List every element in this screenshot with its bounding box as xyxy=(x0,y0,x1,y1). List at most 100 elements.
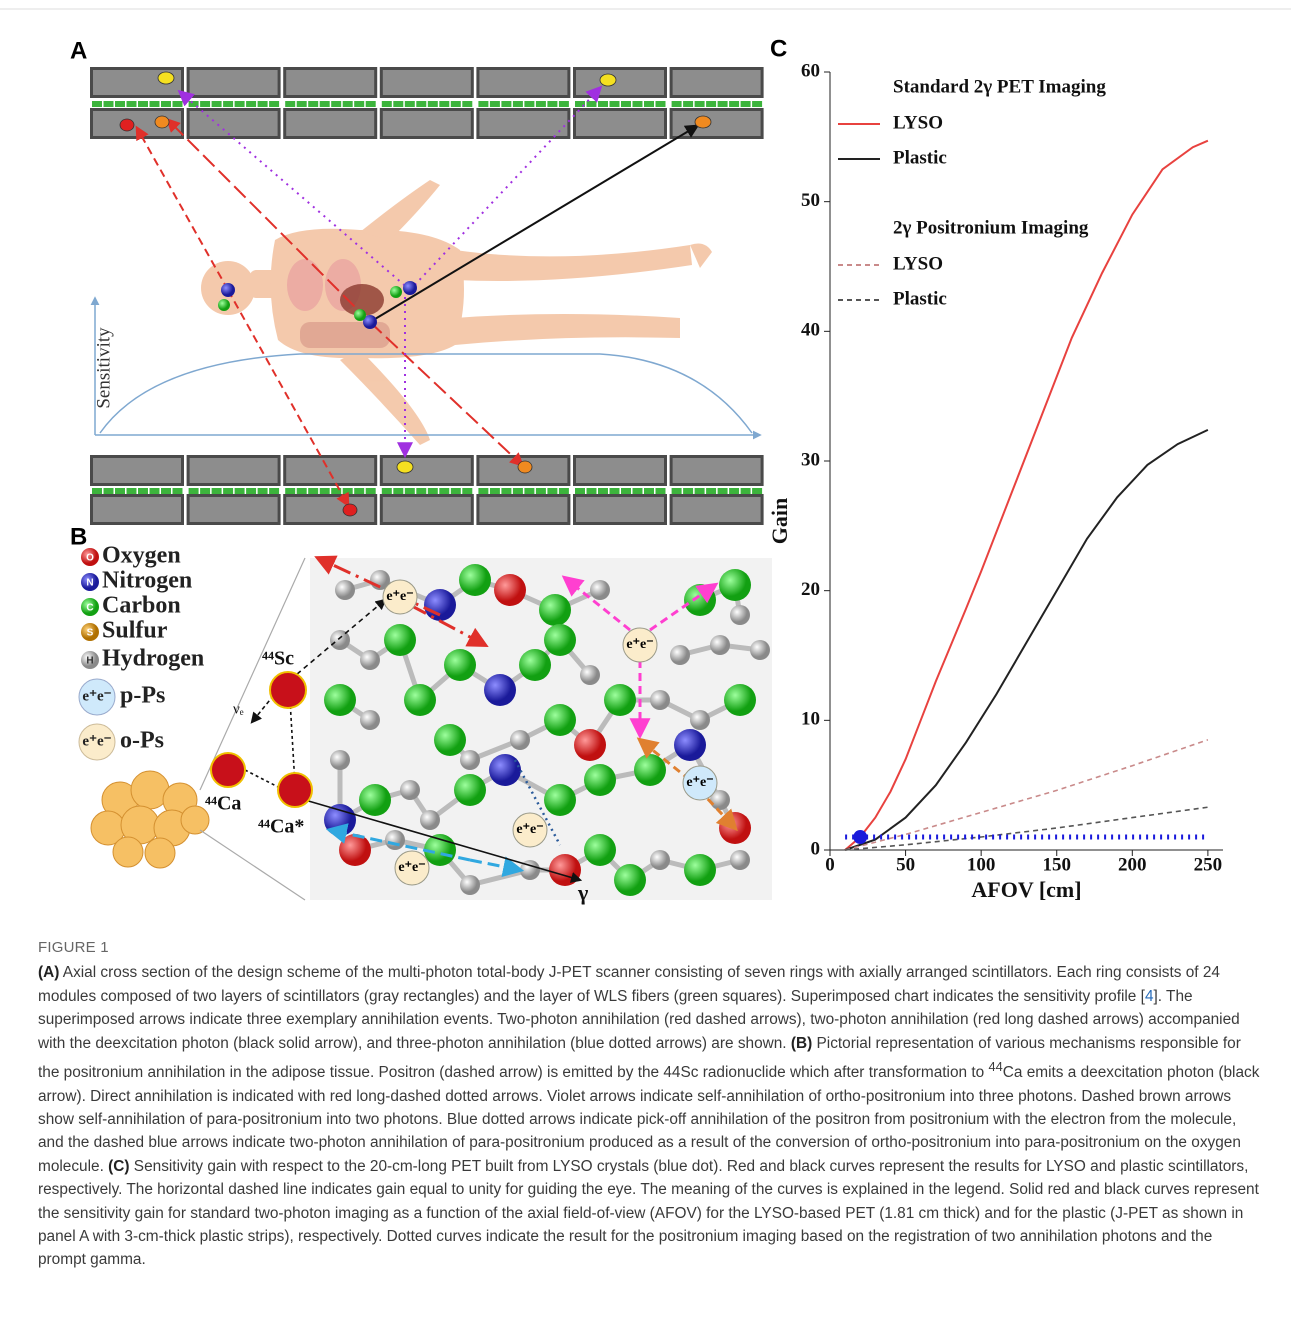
atom xyxy=(670,645,690,665)
atom xyxy=(650,690,670,710)
wls-fiber xyxy=(610,488,620,494)
series-line xyxy=(845,807,1208,850)
legend-label: Sulfur xyxy=(102,618,168,644)
wls-fiber xyxy=(212,488,222,494)
atom xyxy=(710,635,730,655)
figure: A B C Sensitivity xyxy=(0,0,1291,930)
wls-fiber xyxy=(320,101,330,107)
wls-fiber xyxy=(246,101,256,107)
wls-fiber xyxy=(189,488,199,494)
scintillator-face xyxy=(673,70,761,95)
wls-fiber xyxy=(343,488,353,494)
atom xyxy=(719,569,751,601)
wls-fiber xyxy=(382,488,392,494)
legend-label: LYSO xyxy=(893,112,943,133)
caption-segment: Sensitivity gain with respect to the 20-… xyxy=(38,1158,1259,1269)
scintillator-face xyxy=(190,458,278,483)
wls-fiber xyxy=(269,488,279,494)
atom xyxy=(580,665,600,685)
wls-fiber xyxy=(223,488,233,494)
wls-fiber xyxy=(490,488,500,494)
wls-fiber xyxy=(161,488,171,494)
x-tick-label: 50 xyxy=(896,854,915,875)
page: { "panels": {"a": "A", "b": "B", "c": "C… xyxy=(0,0,1291,1333)
legend-label: Carbon xyxy=(102,593,181,619)
atom xyxy=(690,710,710,730)
wls-fiber xyxy=(200,101,210,107)
wls-fiber xyxy=(173,488,183,494)
wls-fiber xyxy=(656,488,666,494)
axis-label: Sensitivity xyxy=(93,327,114,409)
scintillator-face xyxy=(479,111,567,136)
atom xyxy=(424,589,456,621)
reference-link[interactable]: 4 xyxy=(1145,988,1154,1005)
atom xyxy=(404,684,436,716)
atom xyxy=(384,624,416,656)
wls-fiber xyxy=(150,101,160,107)
x-tick-label: 100 xyxy=(967,854,996,875)
atom xyxy=(324,684,356,716)
atom xyxy=(650,850,670,870)
wls-fiber xyxy=(695,101,705,107)
wls-fiber xyxy=(343,101,353,107)
y-tick-label: 60 xyxy=(801,60,820,81)
wls-fiber xyxy=(104,101,114,107)
panel-label: A xyxy=(70,37,87,64)
scintillator-face xyxy=(479,70,567,95)
scintillator-face xyxy=(576,70,664,95)
wls-fiber xyxy=(610,101,620,107)
wls-fiber xyxy=(92,488,102,494)
legend-label: o-Ps xyxy=(120,728,164,754)
wls-fiber xyxy=(513,101,523,107)
wls-fiber xyxy=(297,101,307,107)
y-tick-label: 20 xyxy=(801,579,820,600)
atom xyxy=(724,684,756,716)
wls-fiber xyxy=(752,488,762,494)
atom xyxy=(684,584,716,616)
wls-fiber xyxy=(633,488,643,494)
atom xyxy=(494,574,526,606)
atom xyxy=(400,780,420,800)
fat-cells xyxy=(91,771,209,868)
atom-letter: S xyxy=(87,628,94,639)
wls-fiber xyxy=(501,488,511,494)
atom xyxy=(730,850,750,870)
zoom-lines xyxy=(200,558,305,900)
wls-fiber xyxy=(706,488,716,494)
atom xyxy=(750,640,770,660)
atom-letter: H xyxy=(86,656,93,667)
scintillator-face xyxy=(673,458,761,483)
wls-fiber xyxy=(718,488,728,494)
wls-fiber xyxy=(729,488,739,494)
atom xyxy=(574,729,606,761)
caption-segment: (C) xyxy=(108,1158,129,1175)
wls-fiber xyxy=(741,488,751,494)
atom xyxy=(730,605,750,625)
legend-label: p-Ps xyxy=(120,683,165,709)
scintillator-face xyxy=(383,497,471,522)
wls-fiber xyxy=(405,101,415,107)
wls-fiber xyxy=(451,488,461,494)
wls-fiber xyxy=(428,101,438,107)
y-tick-label: 40 xyxy=(801,320,820,341)
wls-fiber xyxy=(656,101,666,107)
wls-fiber xyxy=(393,101,403,107)
atom xyxy=(674,729,706,761)
legend-title: 2γ Positronium Imaging xyxy=(893,217,1089,238)
y-tick-label: 50 xyxy=(801,190,820,211)
wls-fiber xyxy=(354,488,364,494)
wls-fiber xyxy=(104,488,114,494)
wls-fiber xyxy=(235,101,245,107)
atom xyxy=(420,810,440,830)
scintillator-face xyxy=(190,497,278,522)
legend-label: Nitrogen xyxy=(102,568,192,594)
atom xyxy=(330,750,350,770)
atom xyxy=(359,784,391,816)
atom xyxy=(459,564,491,596)
wls-fiber xyxy=(92,101,102,107)
wls-fiber xyxy=(127,488,137,494)
atom xyxy=(604,684,636,716)
wls-fiber xyxy=(246,488,256,494)
atom xyxy=(584,764,616,796)
y-tick-label: 10 xyxy=(801,709,820,730)
